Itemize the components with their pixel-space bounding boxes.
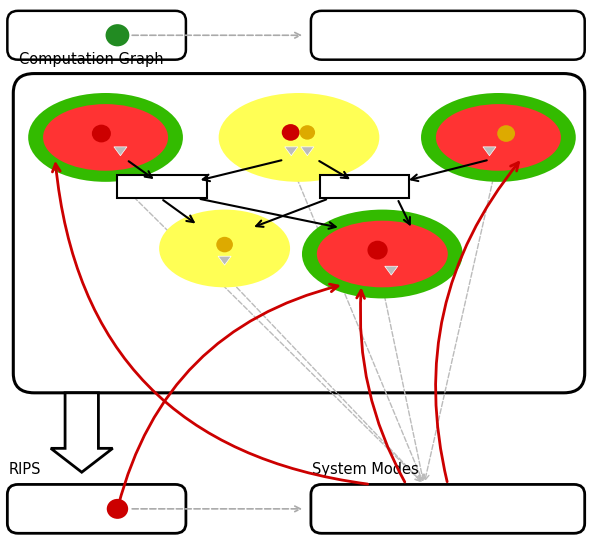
Ellipse shape [159,210,290,287]
Polygon shape [114,147,127,156]
Polygon shape [483,147,496,156]
Circle shape [106,24,129,46]
Ellipse shape [317,221,448,287]
Ellipse shape [421,93,576,182]
FancyBboxPatch shape [13,74,585,393]
Polygon shape [301,147,314,156]
FancyBboxPatch shape [117,175,207,199]
FancyBboxPatch shape [7,484,186,533]
Polygon shape [218,256,231,265]
Circle shape [92,124,111,142]
Circle shape [107,499,128,519]
FancyBboxPatch shape [320,175,409,199]
FancyBboxPatch shape [7,11,186,60]
Polygon shape [285,147,298,156]
Polygon shape [51,393,112,472]
Circle shape [282,124,300,141]
Text: System Modes: System Modes [312,462,419,477]
Text: Computation Graph: Computation Graph [19,52,164,67]
FancyBboxPatch shape [311,484,585,533]
Ellipse shape [219,93,379,182]
Circle shape [300,125,315,140]
Circle shape [216,237,233,252]
Ellipse shape [302,210,463,299]
Circle shape [497,125,515,142]
Polygon shape [385,266,398,275]
Ellipse shape [436,104,561,171]
Text: RIPS: RIPS [8,462,41,477]
Ellipse shape [28,93,183,182]
Ellipse shape [234,104,364,171]
Ellipse shape [43,104,168,171]
Ellipse shape [174,221,275,276]
Circle shape [367,240,388,259]
FancyBboxPatch shape [311,11,585,60]
